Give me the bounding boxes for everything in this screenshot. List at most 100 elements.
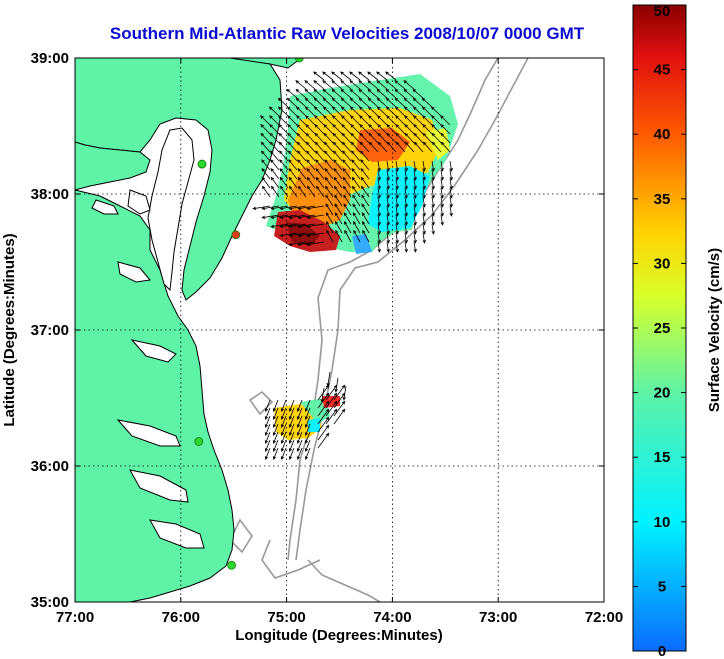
x-axis-label: Longitude (Degrees:Minutes): [235, 627, 443, 644]
velocity-arrow: [304, 88, 316, 99]
velocity-arrow: [352, 194, 361, 207]
velocity-arrow: [422, 115, 433, 126]
velocity-arrow: [431, 187, 435, 199]
velocity-arrow: [349, 97, 361, 108]
velocity-arrow: [358, 80, 370, 90]
velocity-arrow: [270, 150, 280, 162]
velocity-arrow: [404, 196, 408, 208]
velocity-arrow: [264, 447, 271, 461]
velocity-arrow: [367, 97, 379, 108]
velocity-arrow: [306, 159, 316, 171]
velocity-arrow: [279, 214, 298, 219]
velocity-arrow: [297, 185, 307, 198]
colorbar-tick-label: 15: [654, 449, 671, 466]
velocity-arrow: [413, 178, 417, 190]
land: [75, 58, 301, 602]
velocity-arrow: [449, 205, 453, 217]
velocity-arrow: [404, 241, 408, 253]
velocity-arrow: [361, 203, 370, 216]
velocity-arrow: [288, 241, 307, 246]
velocity-arrow: [367, 80, 379, 90]
velocity-arrow: [306, 232, 325, 237]
velocity-arrow: [325, 408, 338, 425]
velocity-arrow: [304, 439, 311, 453]
velocity-arrow: [270, 214, 289, 219]
velocity-arrow: [440, 214, 444, 226]
velocity-arrow: [403, 88, 415, 99]
velocity-arrow: [377, 232, 381, 244]
velocity-arrow: [272, 431, 279, 445]
x-tick-label: 73:00: [479, 609, 517, 626]
velocity-arrow: [279, 232, 298, 237]
colorbar-tick-label: 20: [654, 385, 671, 402]
y-tick-label: 36:00: [31, 458, 69, 475]
velocity-arrow: [440, 160, 444, 172]
x-tick-label: 76:00: [162, 609, 200, 626]
velocity-arrow: [306, 150, 316, 162]
velocity-arrow: [279, 185, 289, 198]
velocity-arrow: [305, 115, 316, 126]
colorbar-tick-label: 40: [654, 126, 671, 143]
velocity-arrow: [376, 106, 388, 117]
velocity-arrow: [288, 439, 295, 453]
velocity-arrow: [304, 423, 311, 437]
velocity-arrow: [395, 241, 399, 253]
velocity-arrow: [272, 399, 279, 413]
velocity-arrow: [324, 150, 334, 162]
velocity-arrow: [351, 150, 361, 162]
velocity-arrow: [431, 141, 442, 153]
velocity-arrow: [332, 115, 343, 126]
velocity-arrow: [305, 124, 316, 135]
velocity-arrow: [386, 160, 390, 172]
velocity-arrow: [404, 115, 415, 126]
velocity-arrow: [280, 423, 287, 437]
velocity-arrow: [272, 423, 279, 437]
velocity-arrow: [358, 71, 370, 81]
velocity-arrow: [314, 132, 325, 144]
velocity-arrow: [331, 97, 343, 108]
velocity-arrow: [296, 423, 303, 437]
velocity-arrow: [264, 407, 271, 421]
velocity-arrow: [269, 132, 280, 144]
velocity-arrow: [279, 176, 289, 189]
velocity-arrow: [252, 205, 271, 210]
velocity-arrow: [340, 97, 352, 108]
velocity-arrow: [440, 196, 444, 208]
velocity-arrow: [315, 176, 325, 189]
velocity-arrow: [288, 168, 298, 180]
y-axis-ticks: 39:00 38:00 37:00 36:00 35:00: [31, 50, 604, 611]
velocity-arrow: [349, 80, 361, 90]
velocity-arrow: [449, 187, 453, 199]
x-axis-ticks: 77:00 76:00 75:00 74:00 73:00 72:00: [56, 58, 623, 626]
velocity-arrow: [296, 447, 303, 461]
velocity-arrow: [360, 159, 370, 171]
velocity-arrow: [350, 124, 361, 135]
colorbar-tick-label: 5: [658, 578, 666, 595]
velocity-arrow: [322, 71, 334, 81]
velocity-arrow: [361, 212, 370, 225]
velocity-arrow: [306, 241, 325, 246]
velocity-arrow: [296, 431, 303, 445]
velocity-arrow: [422, 178, 426, 190]
velocity-arrow: [404, 232, 408, 244]
velocity-arrow: [404, 178, 408, 190]
velocity-arrow: [304, 106, 316, 117]
velocity-arrow: [341, 115, 352, 126]
velocity-arrow: [326, 371, 331, 387]
velocity-arrow: [331, 88, 343, 99]
colorbar-tick-label: 30: [654, 255, 671, 272]
velocity-arrow: [343, 212, 352, 225]
velocity-arrow: [317, 424, 330, 441]
velocity-arrow: [358, 97, 370, 108]
velocity-arrow: [367, 71, 379, 81]
velocity-arrow: [306, 176, 316, 189]
velocity-arrows: [252, 71, 453, 461]
velocity-arrow: [430, 106, 442, 117]
x-tick-label: 75:00: [267, 609, 305, 626]
velocity-arrow: [270, 185, 280, 198]
velocity-arrow: [351, 185, 361, 198]
velocity-arrow: [422, 223, 426, 235]
radar-stations: [194, 58, 304, 570]
